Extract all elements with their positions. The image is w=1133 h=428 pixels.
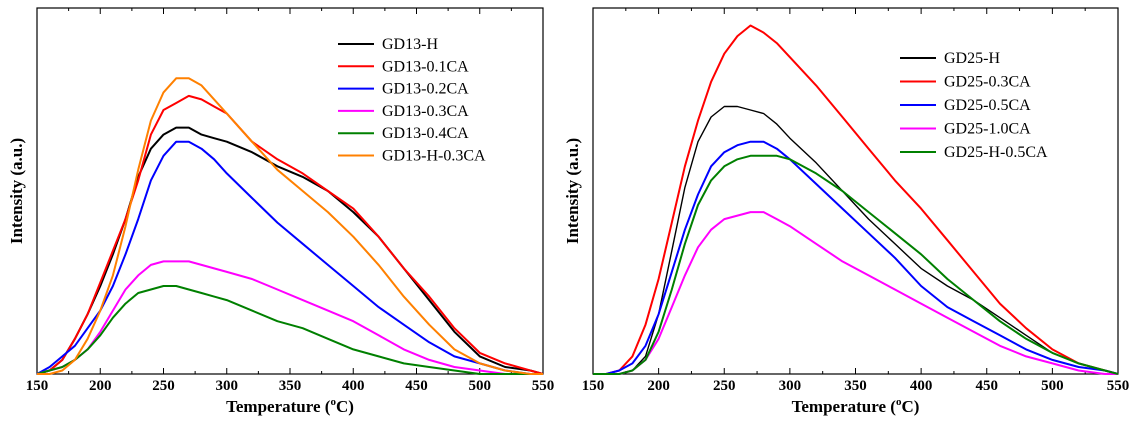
x-tick-label: 350 xyxy=(279,378,302,394)
legend-label: GD13-H xyxy=(382,36,438,53)
x-axis-title-unit: C) xyxy=(336,397,354,416)
x-tick-label: 450 xyxy=(405,378,428,394)
legend: GD25-H GD25-0.3CA GD25-0.5CA GD25-1.0CA GD25… xyxy=(900,50,1048,161)
x-tick-label: 400 xyxy=(342,378,365,394)
legend-label: GD13-0.1CA xyxy=(382,58,469,75)
series-line-gd25-1-0ca xyxy=(593,212,1118,374)
x-tick-label: 300 xyxy=(779,378,802,394)
x-tick-label: 150 xyxy=(26,378,49,394)
x-tick-label: 400 xyxy=(910,378,933,394)
x-tick-label: 200 xyxy=(647,378,670,394)
x-axis-title-unit: C) xyxy=(901,397,919,416)
y-axis-title: Intensity (a.u.) xyxy=(563,138,582,244)
series-line-gd13-0-2ca xyxy=(37,142,543,374)
x-tick-label: 300 xyxy=(216,378,239,394)
x-tick-label: 550 xyxy=(532,378,555,394)
legend-label: GD25-0.5CA xyxy=(944,97,1031,114)
legend-label: GD13-0.4CA xyxy=(382,125,469,142)
x-axis-title: Temperature (oC) xyxy=(792,396,920,416)
series-line-gd25-0-3ca xyxy=(593,26,1118,375)
legend-label: GD25-H-0.5CA xyxy=(944,144,1048,161)
plot-frame xyxy=(593,8,1118,374)
x-tick-label: 500 xyxy=(1041,378,1064,394)
series-line-gd13-h-0-3ca xyxy=(37,78,543,374)
x-tick-label: 150 xyxy=(582,378,605,394)
chart-panel-2: 150 200 250 300 350 400 450 500 550 Temperature (… xyxy=(563,8,1129,416)
x-tick-label: 550 xyxy=(1107,378,1130,394)
legend-label: GD13-0.2CA xyxy=(382,81,469,98)
legend: GD13-H GD13-0.1CA GD13-0.2CA GD13-0.3CA GD13… xyxy=(338,36,486,165)
x-tick-label: 350 xyxy=(844,378,867,394)
x-axis-title-main: Temperature ( xyxy=(226,397,331,416)
legend-label: GD13-0.3CA xyxy=(382,103,469,120)
x-axis-title: Temperature (oC) xyxy=(226,396,354,416)
x-tick-label: 500 xyxy=(469,378,492,394)
y-axis-title: Intensity (a.u.) xyxy=(7,138,26,244)
x-tick-label: 250 xyxy=(713,378,736,394)
series-line-gd25-h-0-5ca xyxy=(593,156,1118,374)
x-tick-label: 200 xyxy=(89,378,112,394)
legend-label: GD25-0.3CA xyxy=(944,74,1031,91)
x-tick-label: 250 xyxy=(152,378,175,394)
x-axis-title-main: Temperature ( xyxy=(792,397,897,416)
legend-label: GD25-1.0CA xyxy=(944,121,1031,138)
x-tick-label: 450 xyxy=(976,378,999,394)
chart-panel-1: 150 200 250 300 350 400 450 500 550 Temperature (… xyxy=(7,8,554,416)
legend-label: GD25-H xyxy=(944,50,1000,67)
legend-label: GD13-H-0.3CA xyxy=(382,148,486,165)
